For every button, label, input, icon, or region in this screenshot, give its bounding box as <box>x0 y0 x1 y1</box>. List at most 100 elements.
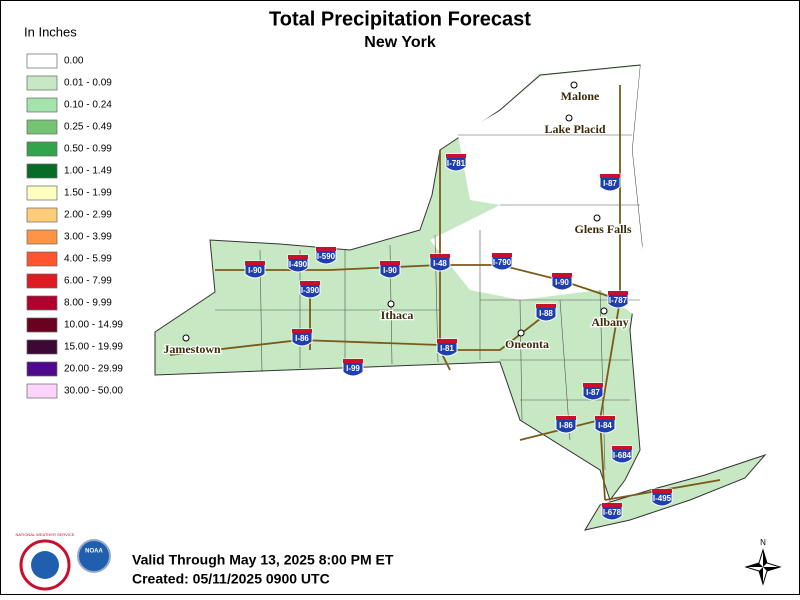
city-label: Ithaca <box>381 308 414 322</box>
city-dot <box>565 114 573 122</box>
shield-label: I-90 <box>555 278 569 287</box>
city-label: Glens Falls <box>574 222 631 236</box>
shield-label: I-684 <box>613 451 632 460</box>
shield-top <box>430 254 450 258</box>
noaa-logo <box>77 539 111 573</box>
legend-label: 0.25 - 0.49 <box>64 122 112 133</box>
legend-swatch <box>26 383 58 399</box>
shield-label: I-87 <box>603 179 617 188</box>
city-dot <box>517 329 525 337</box>
interstate-shield: I-87 <box>599 173 621 192</box>
state-map <box>154 64 767 531</box>
shield-shape <box>491 252 513 271</box>
shield-label: I-495 <box>653 494 672 503</box>
subtitle: New York <box>364 34 436 51</box>
shield-shape <box>299 280 321 299</box>
legend-swatch <box>26 163 58 179</box>
long-island <box>583 453 767 531</box>
legend-swatch <box>26 361 58 377</box>
shield-top <box>595 416 615 420</box>
interstate-shield: I-86 <box>555 415 577 434</box>
city-label: Jamestown <box>163 342 221 356</box>
shield-label: I-86 <box>559 421 573 430</box>
legend-swatch <box>26 207 58 223</box>
north-arrow-half <box>746 550 780 584</box>
city-dot <box>600 307 608 315</box>
city-dot <box>593 214 601 222</box>
shield-shape <box>315 246 337 265</box>
shield-top <box>536 304 556 308</box>
created-text: Created: 05/11/2025 0900 UTC <box>132 571 330 587</box>
interstate-shield: I-86 <box>291 328 313 347</box>
legend-label: 0.01 - 0.09 <box>64 78 112 89</box>
legend-label: 4.00 - 5.99 <box>64 254 112 265</box>
shield-shape <box>651 488 673 507</box>
shield-shape <box>594 415 616 434</box>
shield-label: I-390 <box>301 286 320 295</box>
shield-top <box>600 174 620 178</box>
legend-swatch <box>26 141 58 157</box>
legend-label: 3.00 - 3.99 <box>64 232 112 243</box>
shield-top <box>446 154 466 158</box>
city-dot <box>387 300 395 308</box>
shield-label: I-678 <box>603 508 622 517</box>
interstate-shield: I-590 <box>315 246 337 265</box>
interstate-shield: I-684 <box>611 445 633 464</box>
interstate-shield: I-781 <box>445 153 467 172</box>
legend-label: 1.00 - 1.49 <box>64 166 112 177</box>
title: Total Precipitation Forecast <box>269 8 531 30</box>
shield-shape <box>287 254 309 273</box>
interstate-shield: I-90 <box>244 260 266 279</box>
dry-region <box>430 66 642 320</box>
shield-shape <box>551 272 573 291</box>
shield-shape <box>379 260 401 279</box>
shield-top <box>316 247 336 251</box>
city-dot <box>570 81 578 89</box>
legend-title: In Inches <box>24 24 77 39</box>
shield-top <box>556 416 576 420</box>
shield-top <box>380 261 400 265</box>
shield-top <box>608 291 628 295</box>
legend-swatch <box>26 119 58 135</box>
legend-label: 8.00 - 9.99 <box>64 298 112 309</box>
city-label: Albany <box>591 315 628 329</box>
legend-swatch <box>26 295 58 311</box>
legend-label: 0.10 - 0.24 <box>64 100 112 111</box>
shield-label: I-88 <box>539 309 553 318</box>
city-label: Lake Placid <box>544 122 605 136</box>
interstate-shield: I-48 <box>429 253 451 272</box>
interstate-shield: I-490 <box>287 254 309 273</box>
shield-top <box>300 281 320 285</box>
shield-top <box>288 255 308 259</box>
shield-shape <box>535 303 557 322</box>
shield-shape <box>601 502 623 521</box>
interstate-shield: I-495 <box>651 488 673 507</box>
shield-label: I-90 <box>383 266 397 275</box>
legend-swatch <box>26 273 58 289</box>
interstate-shield: I-390 <box>299 280 321 299</box>
shield-label: I-490 <box>289 260 308 269</box>
legend-label: 6.00 - 7.99 <box>64 276 112 287</box>
interstate-shield: I-790 <box>491 252 513 271</box>
legend-swatch <box>26 317 58 333</box>
shield-label: I-790 <box>493 258 512 267</box>
shield-shape <box>342 358 364 377</box>
shield-shape <box>436 338 458 357</box>
legend-swatch <box>26 53 58 69</box>
interstate-shield: I-90 <box>551 272 573 291</box>
shield-label: I-90 <box>248 266 262 275</box>
legend-swatch <box>26 97 58 113</box>
interstate-shield: I-87 <box>582 382 604 401</box>
shield-shape <box>244 260 266 279</box>
shield-label: I-787 <box>609 296 628 305</box>
legend-swatch <box>26 251 58 267</box>
shield-label: I-48 <box>433 259 447 268</box>
shield-top <box>492 253 512 257</box>
shield-shape <box>582 382 604 401</box>
shield-top <box>652 489 672 493</box>
shield-label: I-86 <box>295 334 309 343</box>
interstate-shield: I-84 <box>594 415 616 434</box>
shield-label: I-99 <box>346 364 360 373</box>
shield-shape <box>555 415 577 434</box>
